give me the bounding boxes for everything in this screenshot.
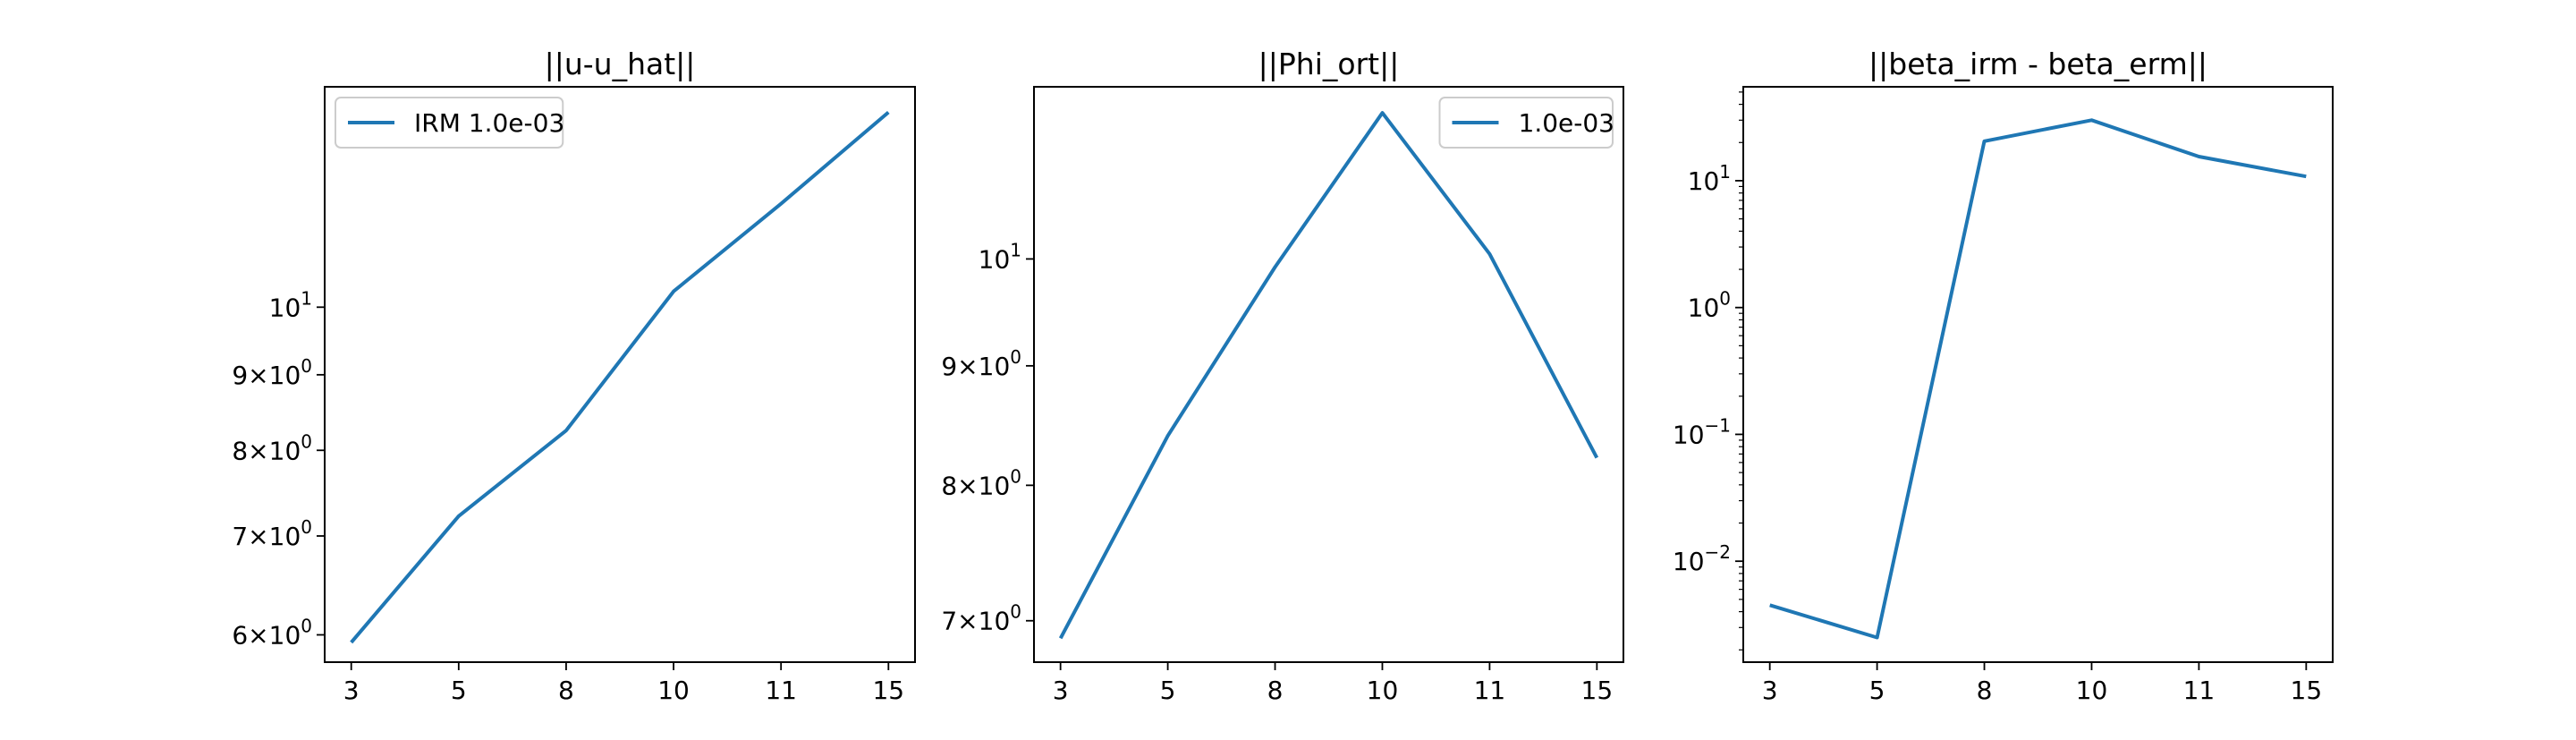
legend-label: 1.0e-03	[1519, 108, 1615, 138]
y-tick-label: 101	[1688, 161, 1731, 196]
x-tick-label: 3	[1762, 676, 1778, 705]
plot-area-frame	[1033, 86, 1624, 663]
y-axis-ticks: 6×100 7×100 8×100 9×100 101	[232, 287, 325, 650]
legend-label: IRM 1.0e-03	[414, 108, 564, 138]
x-axis-ticks: 3 5 8 10 11 15	[1053, 662, 1613, 705]
y-tick-label: 10−2	[1673, 541, 1731, 576]
x-tick-label: 11	[2183, 676, 2216, 705]
chart-phi-ort: ||Phi_ort|| 7×100 8×100 9×100 101 3 5 8 10 11 15…	[941, 47, 1624, 705]
y-tick-label: 9×100	[232, 355, 312, 390]
plot-area-frame	[324, 86, 916, 663]
chart-beta-diff: ||beta_irm - beta_erm|| 10−2 10−1 100 101 3…	[1673, 47, 2334, 705]
x-axis-ticks: 3 5 8 10 11 15	[343, 662, 904, 705]
x-tick-label: 3	[1053, 676, 1069, 705]
y-tick-label: 100	[1688, 288, 1731, 323]
x-tick-label: 10	[1367, 676, 1399, 705]
chart-title: ||u-u_hat||	[545, 47, 696, 81]
y-tick-label: 7×100	[941, 601, 1021, 636]
legend-box	[335, 97, 564, 149]
y-axis-ticks: 7×100 8×100 9×100 101	[941, 239, 1034, 636]
x-tick-label: 10	[2076, 676, 2108, 705]
x-tick-label: 8	[558, 676, 574, 705]
legend-box	[1438, 97, 1614, 149]
x-tick-label: 5	[1869, 676, 1885, 705]
x-tick-label: 11	[1474, 676, 1506, 705]
chart-u-u-hat: ||u-u_hat|| 6×100 7×100 8×100 9×100 101 3 5 8 1…	[232, 47, 916, 705]
y-tick-label: 101	[269, 287, 312, 322]
x-tick-label: 15	[1581, 676, 1614, 705]
x-tick-label: 15	[2291, 676, 2323, 705]
x-tick-label: 10	[657, 676, 690, 705]
y-tick-label: 8×100	[941, 465, 1021, 500]
y-tick-label: 6×100	[232, 615, 312, 650]
x-tick-label: 8	[1267, 676, 1284, 705]
y-tick-label: 8×100	[232, 430, 312, 465]
y-tick-label: 7×100	[232, 516, 312, 551]
x-tick-label: 5	[1160, 676, 1176, 705]
series-line-beta	[1769, 118, 2307, 640]
legend: 1.0e-03	[1438, 97, 1615, 149]
legend: IRM 1.0e-03	[335, 97, 564, 149]
series-line-phi	[1058, 111, 1599, 640]
x-tick-label: 3	[343, 676, 360, 705]
y-tick-label: 9×100	[941, 346, 1021, 381]
y-tick-label: 10−1	[1673, 414, 1731, 449]
x-tick-label: 11	[765, 676, 797, 705]
chart-title: ||Phi_ort||	[1258, 47, 1400, 81]
series-line-irm	[350, 110, 890, 644]
x-tick-label: 8	[1977, 676, 1993, 705]
x-tick-label: 5	[451, 676, 467, 705]
plot-area-frame	[1742, 86, 2334, 663]
x-tick-label: 15	[872, 676, 904, 705]
x-axis-ticks: 3 5 8 10 11 15	[1762, 662, 2322, 705]
chart-title: ||beta_irm - beta_erm||	[1868, 47, 2207, 81]
y-tick-label: 101	[979, 239, 1021, 274]
